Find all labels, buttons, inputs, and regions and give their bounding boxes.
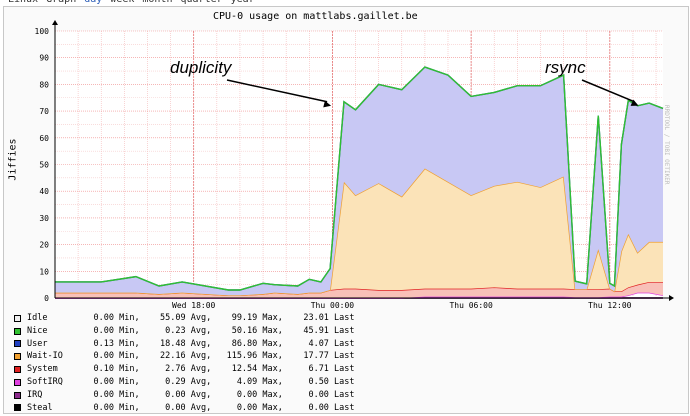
legend-stats: Wait-IO 0.00 Min, 22.16 Avg, 115.96 Max,… (27, 351, 355, 362)
x-tick-label: Thu 00:00 (311, 301, 355, 310)
y-tick-label: 70 (39, 107, 49, 116)
y-tick-label: 90 (39, 54, 49, 63)
y-tick-label: 100 (35, 27, 50, 36)
y-tick-label: 0 (44, 294, 49, 303)
area-system (55, 281, 663, 298)
legend-swatch (14, 391, 21, 399)
annotation-rsync: rsync (545, 58, 586, 77)
legend-stats: User 0.13 Min, 18.48 Avg, 86.80 Max, 4.0… (27, 338, 355, 349)
legend-swatch (14, 340, 21, 348)
x-tick-label: Wed 18:00 (172, 301, 216, 310)
legend-stats: SoftIRQ 0.00 Min, 0.29 Avg, 4.09 Max, 0.… (27, 376, 355, 387)
legend-row-softirq: SoftIRQ 0.00 Min, 0.29 Avg, 4.09 Max, 0.… (14, 376, 355, 389)
legend-row-system: System 0.10 Min, 2.76 Avg, 12.54 Max, 6.… (14, 363, 355, 376)
legend-stats: Nice 0.00 Min, 0.23 Avg, 50.16 Max, 45.9… (27, 325, 355, 336)
area-wait-io (55, 168, 663, 296)
nav-item-quarter[interactable]: quarter (180, 0, 222, 5)
legend-row-steal: Steal 0.00 Min, 0.00 Avg, 0.00 Max, 0.00… (14, 402, 355, 415)
legend-stats: Idle 0.00 Min, 55.09 Avg, 99.19 Max, 23.… (27, 313, 355, 323)
nav-item-week[interactable]: week (110, 0, 134, 5)
x-axis-arrow (669, 295, 674, 301)
y-tick-label: 10 (39, 267, 49, 276)
nav-item-year[interactable]: year (231, 0, 255, 5)
x-tick-label: Thu 12:00 (588, 301, 632, 310)
nav-item-graph[interactable]: Graph (46, 0, 76, 5)
legend-swatch (14, 366, 21, 374)
area-user (55, 67, 663, 296)
legend-stats: System 0.10 Min, 2.76 Avg, 12.54 Max, 6.… (27, 364, 355, 375)
legend-row-wait-io: Wait-IO 0.00 Min, 22.16 Avg, 115.96 Max,… (14, 350, 355, 363)
chart-title: CPU-0 usage on mattlabs.gaillet.be (213, 11, 418, 22)
legend-swatch (14, 327, 21, 335)
legend-row-irq: IRQ 0.00 Min, 0.00 Avg, 0.00 Max, 0.00 L… (14, 389, 355, 402)
y-tick-label: 80 (39, 80, 49, 89)
legend-swatch (14, 314, 21, 322)
legend-row-idle: Idle 0.00 Min, 55.09 Avg, 99.19 Max, 23.… (14, 312, 355, 325)
annotation-duplicity: duplicity (170, 58, 232, 77)
legend-swatch (14, 404, 21, 412)
legend-swatch (14, 353, 21, 361)
y-tick-label: 40 (39, 187, 49, 196)
y-tick-label: 20 (39, 241, 49, 250)
annotation-arrow (226, 79, 328, 103)
annotation-arrowhead (323, 100, 332, 108)
annotation-arrow (581, 79, 635, 103)
annotation-arrowhead (630, 99, 639, 106)
nav-item-day[interactable]: day (84, 0, 102, 5)
y-tick-label: 30 (39, 214, 49, 223)
period-nav: Linux Graph day week month quarter year (8, 0, 263, 5)
y-tick-label: 50 (39, 161, 49, 170)
y-tick-label: 60 (39, 134, 49, 143)
legend-stats: Steal 0.00 Min, 0.00 Avg, 0.00 Max, 0.00… (27, 402, 355, 413)
nav-item-month[interactable]: month (142, 0, 172, 5)
series-line-nice (55, 66, 664, 291)
legend-stats: IRQ 0.00 Min, 0.00 Avg, 0.00 Max, 0.00 L… (27, 389, 355, 400)
y-axis-arrow (52, 20, 58, 25)
legend-row-nice: Nice 0.00 Min, 0.23 Avg, 50.16 Max, 45.9… (14, 325, 355, 338)
nav-item-linux[interactable]: Linux (8, 0, 38, 5)
legend: Idle 0.00 Min, 55.09 Avg, 99.19 Max, 23.… (14, 312, 355, 414)
legend-swatch (14, 378, 21, 386)
x-tick-label: Thu 06:00 (449, 301, 493, 310)
legend-row-user: User 0.13 Min, 18.48 Avg, 86.80 Max, 4.0… (14, 338, 355, 351)
